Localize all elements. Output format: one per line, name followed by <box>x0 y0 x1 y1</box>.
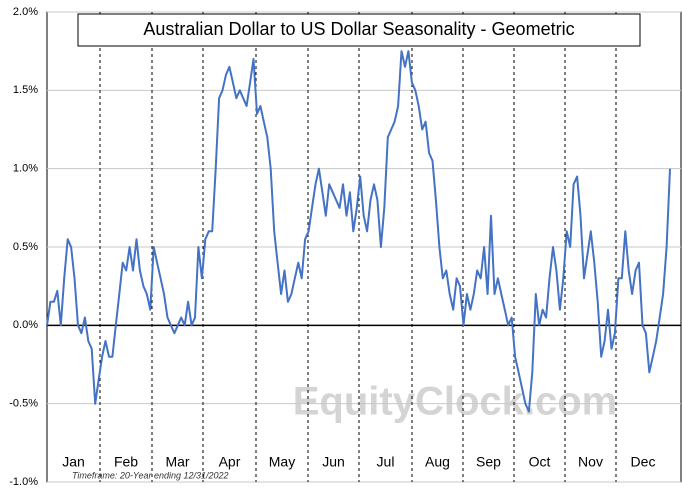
footnote: Timeframe: 20-Year ending 12/31/2022 <box>72 470 229 480</box>
x-tick-label: Mar <box>165 454 189 470</box>
x-tick-label: Aug <box>425 454 450 470</box>
series-line <box>46 50 671 413</box>
title-box <box>77 13 641 47</box>
y-tick-label: 1.5% <box>13 84 38 96</box>
x-tick-label: Feb <box>114 454 138 470</box>
x-tick-label: Sep <box>476 454 501 470</box>
x-tick-label: May <box>269 454 295 470</box>
y-tick-label: 0.5% <box>13 241 38 253</box>
x-tick-label: Jan <box>62 454 85 470</box>
y-tick-label: -1.0% <box>9 476 38 488</box>
x-tick-label: Jul <box>377 454 395 470</box>
chart-title: Australian Dollar to US Dollar Seasonali… <box>143 19 574 39</box>
y-tick-label: 1.0% <box>13 163 38 175</box>
y-tick-label: -0.5% <box>9 398 38 410</box>
x-tick-label: Oct <box>529 454 551 470</box>
x-tick-label: Jun <box>322 454 345 470</box>
x-tick-label: Dec <box>631 454 656 470</box>
x-tick-label: Nov <box>578 454 603 470</box>
watermark: EquityClock.com <box>293 380 618 424</box>
y-tick-label: 0.0% <box>13 319 38 331</box>
y-tick-label: 2.0% <box>13 6 38 18</box>
x-tick-label: Apr <box>219 454 241 470</box>
